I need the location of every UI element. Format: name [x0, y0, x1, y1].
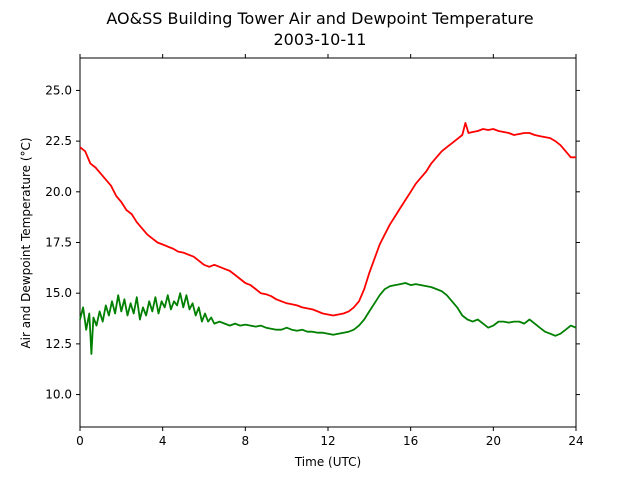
x-tick-label: 20	[486, 434, 501, 448]
x-tick-label: 8	[242, 434, 250, 448]
chart-title: AO&SS Building Tower Air and Dewpoint Te…	[106, 9, 533, 28]
y-tick-label: 15.0	[45, 286, 72, 300]
series-group	[79, 122, 577, 355]
y-tick-label: 10.0	[45, 388, 72, 402]
chart-subtitle: 2003-10-11	[274, 30, 367, 49]
x-tick-label: 24	[568, 434, 583, 448]
y-axis-ticks: 10.0 12.5 15.0 17.5 20.0 22.5 25.0	[45, 83, 580, 402]
x-tick-label: 12	[320, 434, 335, 448]
x-tick-label: 0	[76, 434, 84, 448]
x-tick-label: 16	[403, 434, 418, 448]
y-tick-label: 25.0	[45, 83, 72, 97]
y-tick-label: 12.5	[45, 337, 72, 351]
dewpoint-temperature-line	[79, 282, 577, 355]
plot-area	[79, 57, 577, 428]
y-tick-label: 22.5	[45, 134, 72, 148]
x-axis-label: Time (UTC)	[294, 455, 361, 469]
plot-frame	[79, 57, 577, 428]
air-temperature-line	[79, 122, 576, 317]
y-axis-label: Air and Dewpoint Temperature (°C)	[19, 137, 33, 348]
x-tick-label: 4	[159, 434, 167, 448]
x-axis-ticks: 0 4 8 12 16 20 24	[76, 54, 584, 448]
y-tick-label: 17.5	[45, 236, 72, 250]
y-tick-label: 20.0	[45, 185, 72, 199]
